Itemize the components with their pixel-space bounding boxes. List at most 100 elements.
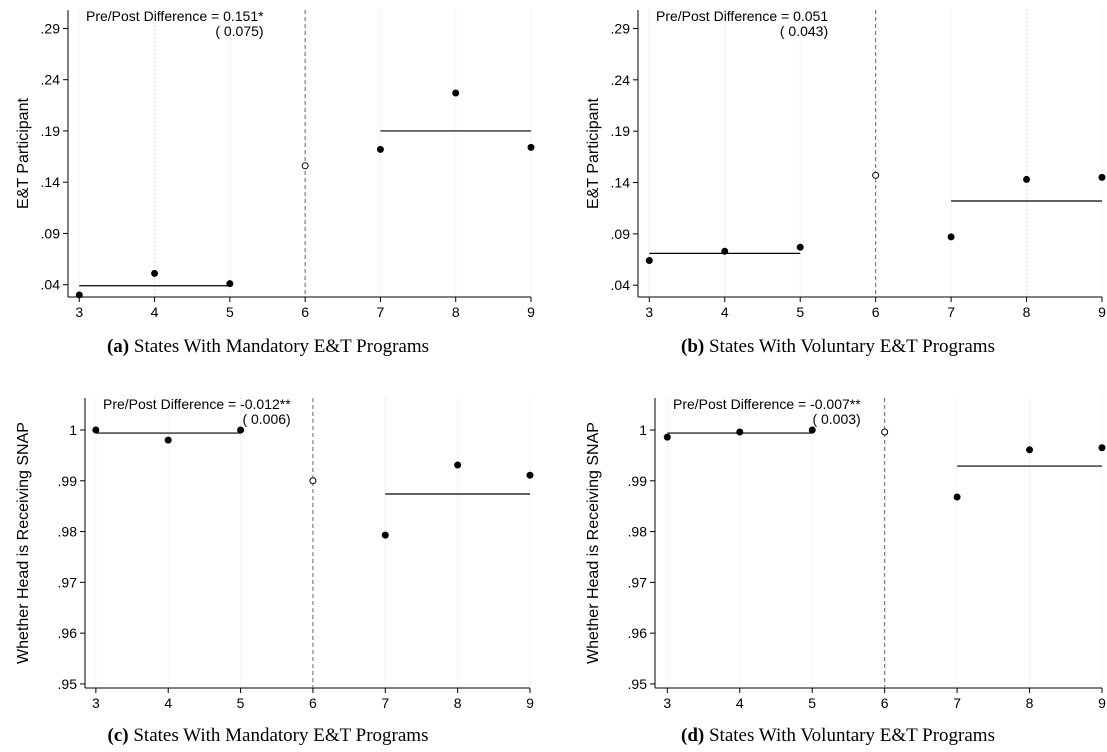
x-tick-label: 5	[796, 304, 804, 320]
y-tick-label: .97	[58, 574, 78, 590]
x-tick-label: 7	[947, 304, 955, 320]
y-tick-label: 1	[639, 422, 647, 438]
annotation: Pre/Post Difference = -0.007**	[673, 396, 861, 412]
point	[381, 531, 389, 539]
x-tick-label: 7	[381, 695, 389, 711]
x-tick-label: 3	[92, 695, 100, 711]
point	[452, 89, 460, 97]
y-axis-label: Whether Head is Receiving SNAP	[585, 422, 602, 664]
point	[376, 145, 384, 153]
point	[736, 428, 744, 436]
caption-text: States With Mandatory E&T Programs	[133, 725, 428, 746]
hollow-point	[309, 477, 317, 485]
y-tick-label: .95	[58, 676, 78, 692]
hollow-point	[301, 162, 309, 170]
point	[1098, 444, 1106, 452]
point	[75, 291, 83, 299]
annotation: Pre/Post Difference = 0.151*	[86, 8, 264, 24]
x-tick-label: 9	[1098, 695, 1106, 711]
annotation: ( 0.043)	[780, 23, 828, 39]
y-axis-label: E&T Participant	[15, 98, 32, 209]
x-tick-label: 6	[309, 695, 317, 711]
x-tick-label: 4	[164, 695, 172, 711]
x-tick-label: 4	[736, 695, 744, 711]
y-tick-label: .96	[58, 625, 78, 641]
annotation: Pre/Post Difference = -0.012**	[103, 396, 291, 412]
x-tick-label: 5	[237, 695, 245, 711]
y-tick-label: .24	[41, 72, 61, 88]
y-axis-label: E&T Participant	[585, 98, 602, 209]
caption-text: States With Mandatory E&T Programs	[134, 336, 429, 357]
x-tick-label: 6	[872, 304, 880, 320]
y-tick-label: .19	[41, 123, 61, 139]
point	[164, 436, 172, 444]
caption: (b) States With Voluntary E&T Programs	[681, 336, 995, 357]
y-tick-label: .09	[41, 225, 61, 241]
x-tick-label: 3	[645, 304, 653, 320]
y-tick-label: .29	[611, 20, 631, 36]
point	[454, 461, 462, 469]
panel: 3 4 5 6 7 8 9 .04 .09 .14 .19 .24 .29 Pre/Post Differ…	[15, 8, 535, 357]
point	[645, 257, 653, 265]
y-tick-label: .04	[611, 277, 631, 293]
annotation: ( 0.006)	[242, 411, 290, 427]
x-tick-label: 8	[452, 304, 460, 320]
point	[92, 426, 100, 434]
y-tick-label: .99	[58, 473, 78, 489]
x-tick-label: 7	[953, 695, 961, 711]
panel: 3 4 5 6 7 8 9 .95 .96 .97 .98 .99 1 Pre/Post Differen…	[15, 396, 534, 746]
y-tick-label: .09	[611, 226, 631, 242]
point	[237, 426, 245, 434]
caption-label: (a)	[107, 336, 129, 357]
hollow-point	[872, 171, 880, 179]
point	[663, 433, 671, 441]
panel: 3 4 5 6 7 8 9 .95 .96 .97 .98 .99 1 Pre/Post Differen…	[585, 396, 1106, 746]
x-tick-label: 3	[663, 695, 671, 711]
x-tick-label: 4	[151, 304, 159, 320]
point	[1023, 175, 1031, 183]
x-tick-label: 8	[454, 695, 462, 711]
annotation: ( 0.003)	[812, 411, 860, 427]
panel: 3 4 5 6 7 8 9 .04 .09 .14 .19 .24 .29 Pre/Post Differ…	[585, 8, 1106, 357]
point	[796, 243, 804, 251]
y-tick-label: .95	[628, 676, 648, 692]
annotation: ( 0.075)	[215, 23, 263, 39]
y-axis-label: Whether Head is Receiving SNAP	[15, 422, 32, 664]
caption: (c) States With Mandatory E&T Programs	[108, 725, 429, 746]
y-tick-label: .99	[628, 473, 648, 489]
x-tick-label: 5	[808, 695, 816, 711]
point	[527, 143, 535, 151]
point	[1098, 173, 1106, 181]
x-tick-label: 9	[527, 304, 535, 320]
x-tick-label: 5	[226, 304, 234, 320]
y-tick-label: .24	[611, 72, 631, 88]
caption: (a) States With Mandatory E&T Programs	[107, 336, 429, 357]
y-tick-label: .98	[628, 524, 648, 540]
x-tick-label: 4	[721, 304, 729, 320]
y-tick-label: 1	[69, 422, 77, 438]
point	[226, 280, 234, 288]
point	[721, 247, 729, 255]
y-tick-label: .98	[58, 524, 78, 540]
y-tick-label: .19	[611, 123, 631, 139]
y-tick-label: .14	[41, 174, 61, 190]
x-tick-label: 6	[301, 304, 309, 320]
x-tick-label: 8	[1023, 304, 1031, 320]
annotation: Pre/Post Difference = 0.051	[656, 8, 828, 24]
y-tick-label: .04	[41, 277, 61, 293]
caption-text: States With Voluntary E&T Programs	[709, 336, 995, 357]
x-tick-label: 9	[526, 695, 534, 711]
point	[151, 269, 159, 277]
y-tick-label: .97	[628, 574, 648, 590]
point	[947, 233, 955, 241]
caption-text: States With Voluntary E&T Programs	[709, 725, 995, 746]
point	[1026, 446, 1034, 454]
caption: (d) States With Voluntary E&T Programs	[681, 725, 995, 746]
y-tick-label: .29	[41, 20, 61, 36]
caption-label: (c)	[108, 725, 129, 746]
hollow-point	[881, 428, 889, 436]
y-tick-label: .14	[611, 175, 631, 191]
point	[526, 471, 534, 479]
x-tick-label: 8	[1026, 695, 1034, 711]
